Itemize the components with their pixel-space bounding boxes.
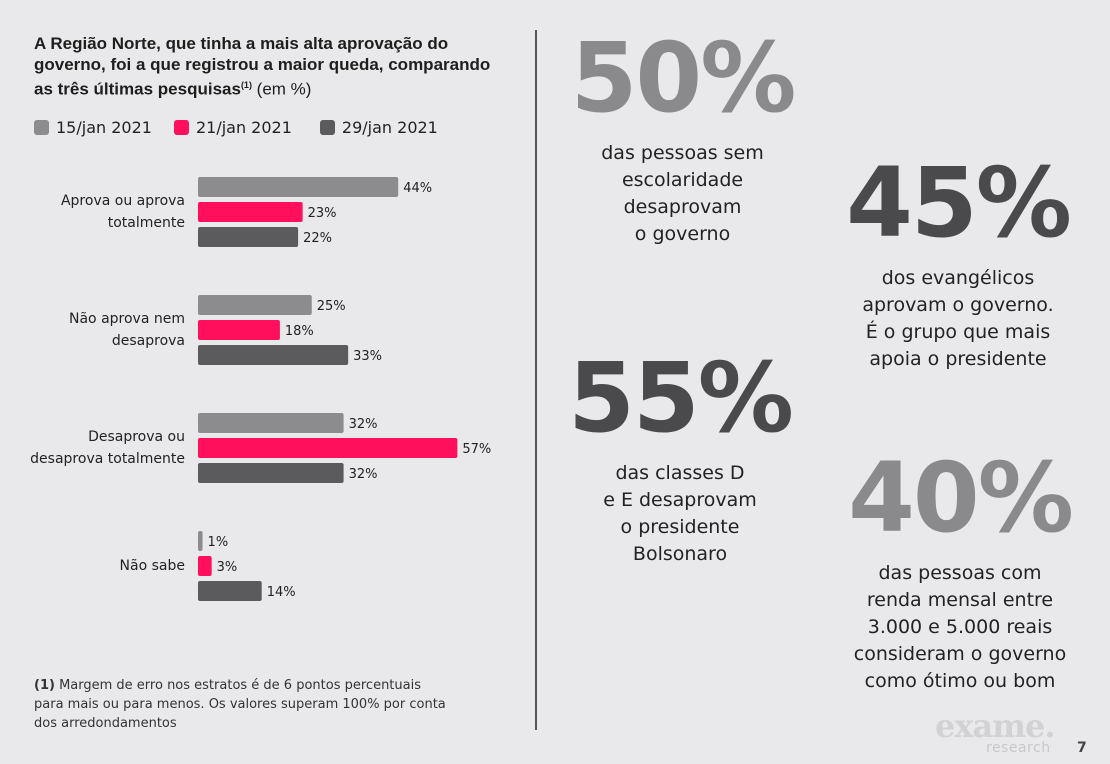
bar-value-label: 57% — [462, 442, 491, 457]
bar-value-label: 1% — [208, 535, 229, 550]
category-label: Não sabe — [120, 558, 185, 574]
category-label: Não aprova nem — [69, 311, 185, 327]
category-label: desaprova — [112, 333, 185, 349]
stat-description: das pessoas com renda mensal entre 3.000… — [830, 560, 1090, 695]
stat-no-schooling: 50% das pessoas sem escolaridade desapro… — [560, 30, 805, 248]
stat-line: como ótimo ou bom — [864, 670, 1056, 692]
stat-line: 3.000 e 5.000 reais — [867, 616, 1053, 638]
stat-description: dos evangélicos aprovam o governo. É o g… — [828, 265, 1088, 373]
bar-chart: Aprova ou aprova totalmente 44% 23% 22% Não a… — [30, 177, 491, 601]
footnote-text: Margem de erro nos estratos é de 6 ponto… — [34, 678, 446, 731]
bar-value-label: 32% — [349, 467, 378, 482]
stat-description: das classes D e E desaprovam o president… — [550, 460, 810, 568]
bar-value-label: 32% — [349, 417, 378, 432]
bar — [198, 320, 280, 340]
stat-line: das classes D — [615, 462, 745, 484]
legend-item-3: 29/jan 2021 — [319, 118, 438, 137]
category-label: Desaprova ou — [88, 429, 185, 445]
stat-classes-de: 55% das classes D e E desaprovam o presi… — [550, 350, 810, 568]
stat-line: desaprovam — [623, 196, 742, 218]
stat-value: 50% — [570, 22, 797, 134]
stat-line: e E desaprovam — [603, 489, 757, 511]
page-number: 7 — [1077, 740, 1087, 756]
stat-income: 40% das pessoas com renda mensal entre 3… — [830, 450, 1090, 695]
bar-value-label: 18% — [285, 324, 314, 339]
legend-label-1: 15/jan 2021 — [56, 118, 152, 137]
stat-line: consideram o governo — [853, 643, 1067, 665]
exame-logo: exame. — [935, 707, 1056, 745]
bar-value-label: 25% — [317, 299, 346, 314]
chart-title: A Região Norte, que tinha a mais alta ap… — [34, 33, 494, 100]
legend-item-2: 21/jan 2021 — [173, 118, 292, 137]
chart-title-text: A Região Norte, que tinha a mais alta ap… — [34, 34, 491, 99]
stat-line: o governo — [634, 223, 731, 245]
stat-line: É o grupo que mais — [865, 321, 1051, 343]
bar-value-label: 3% — [217, 560, 238, 575]
legend-swatch-1 — [34, 120, 49, 135]
chart-unit: (em %) — [256, 79, 312, 99]
bar — [198, 531, 203, 551]
bar-value-label: 14% — [267, 585, 296, 600]
stat-description: das pessoas sem escolaridade desaprovam … — [560, 140, 805, 248]
stat-line: dos evangélicos — [881, 267, 1035, 289]
stat-value: 40% — [848, 442, 1074, 554]
bar — [198, 202, 303, 222]
legend-label-2: 21/jan 2021 — [195, 118, 292, 137]
legend: 15/jan 2021 21/jan 2021 29/jan 2021 — [34, 118, 460, 137]
footnote-marker: (1) — [34, 678, 55, 693]
bar — [198, 227, 299, 247]
bar — [198, 177, 399, 197]
exame-logo-sub: research — [986, 740, 1051, 756]
stat-line: Bolsonaro — [632, 543, 728, 565]
bar — [198, 295, 312, 315]
stat-line: das pessoas com — [878, 562, 1042, 584]
stat-evangelicals: 45% dos evangélicos aprovam o governo. É… — [828, 155, 1088, 373]
stat-line: renda mensal entre — [866, 589, 1054, 611]
bar — [198, 556, 212, 576]
bar — [198, 438, 458, 458]
stat-line: das pessoas sem — [601, 142, 764, 164]
legend-item-1: 15/jan 2021 — [34, 118, 152, 137]
bar-value-label: 23% — [308, 206, 337, 221]
stat-line: apoia o presidente — [869, 348, 1047, 370]
legend-label-3: 29/jan 2021 — [341, 118, 438, 137]
stat-line: escolaridade — [621, 169, 744, 191]
stat-value: 45% — [846, 147, 1072, 259]
stat-line: o presidente — [620, 516, 740, 538]
divider — [535, 30, 537, 730]
bar — [198, 463, 344, 483]
bar-value-label: 44% — [403, 181, 432, 196]
bar — [198, 345, 349, 365]
footnote: (1) Margem de erro nos estratos é de 6 p… — [34, 676, 454, 733]
category-label: totalmente — [108, 215, 185, 231]
legend-swatch-2 — [173, 120, 189, 135]
stat-line: aprovam o governo. — [862, 294, 1054, 316]
stat-value: 55% — [568, 342, 794, 454]
bar — [198, 413, 344, 433]
footnote-ref: (1) — [240, 80, 252, 90]
legend-swatch-3 — [319, 120, 335, 135]
bar-value-label: 22% — [303, 231, 332, 246]
category-label: Aprova ou aprova — [61, 193, 185, 209]
bar — [198, 581, 262, 601]
category-label: desaprova totalmente — [30, 451, 185, 467]
bar-value-label: 33% — [353, 349, 382, 364]
